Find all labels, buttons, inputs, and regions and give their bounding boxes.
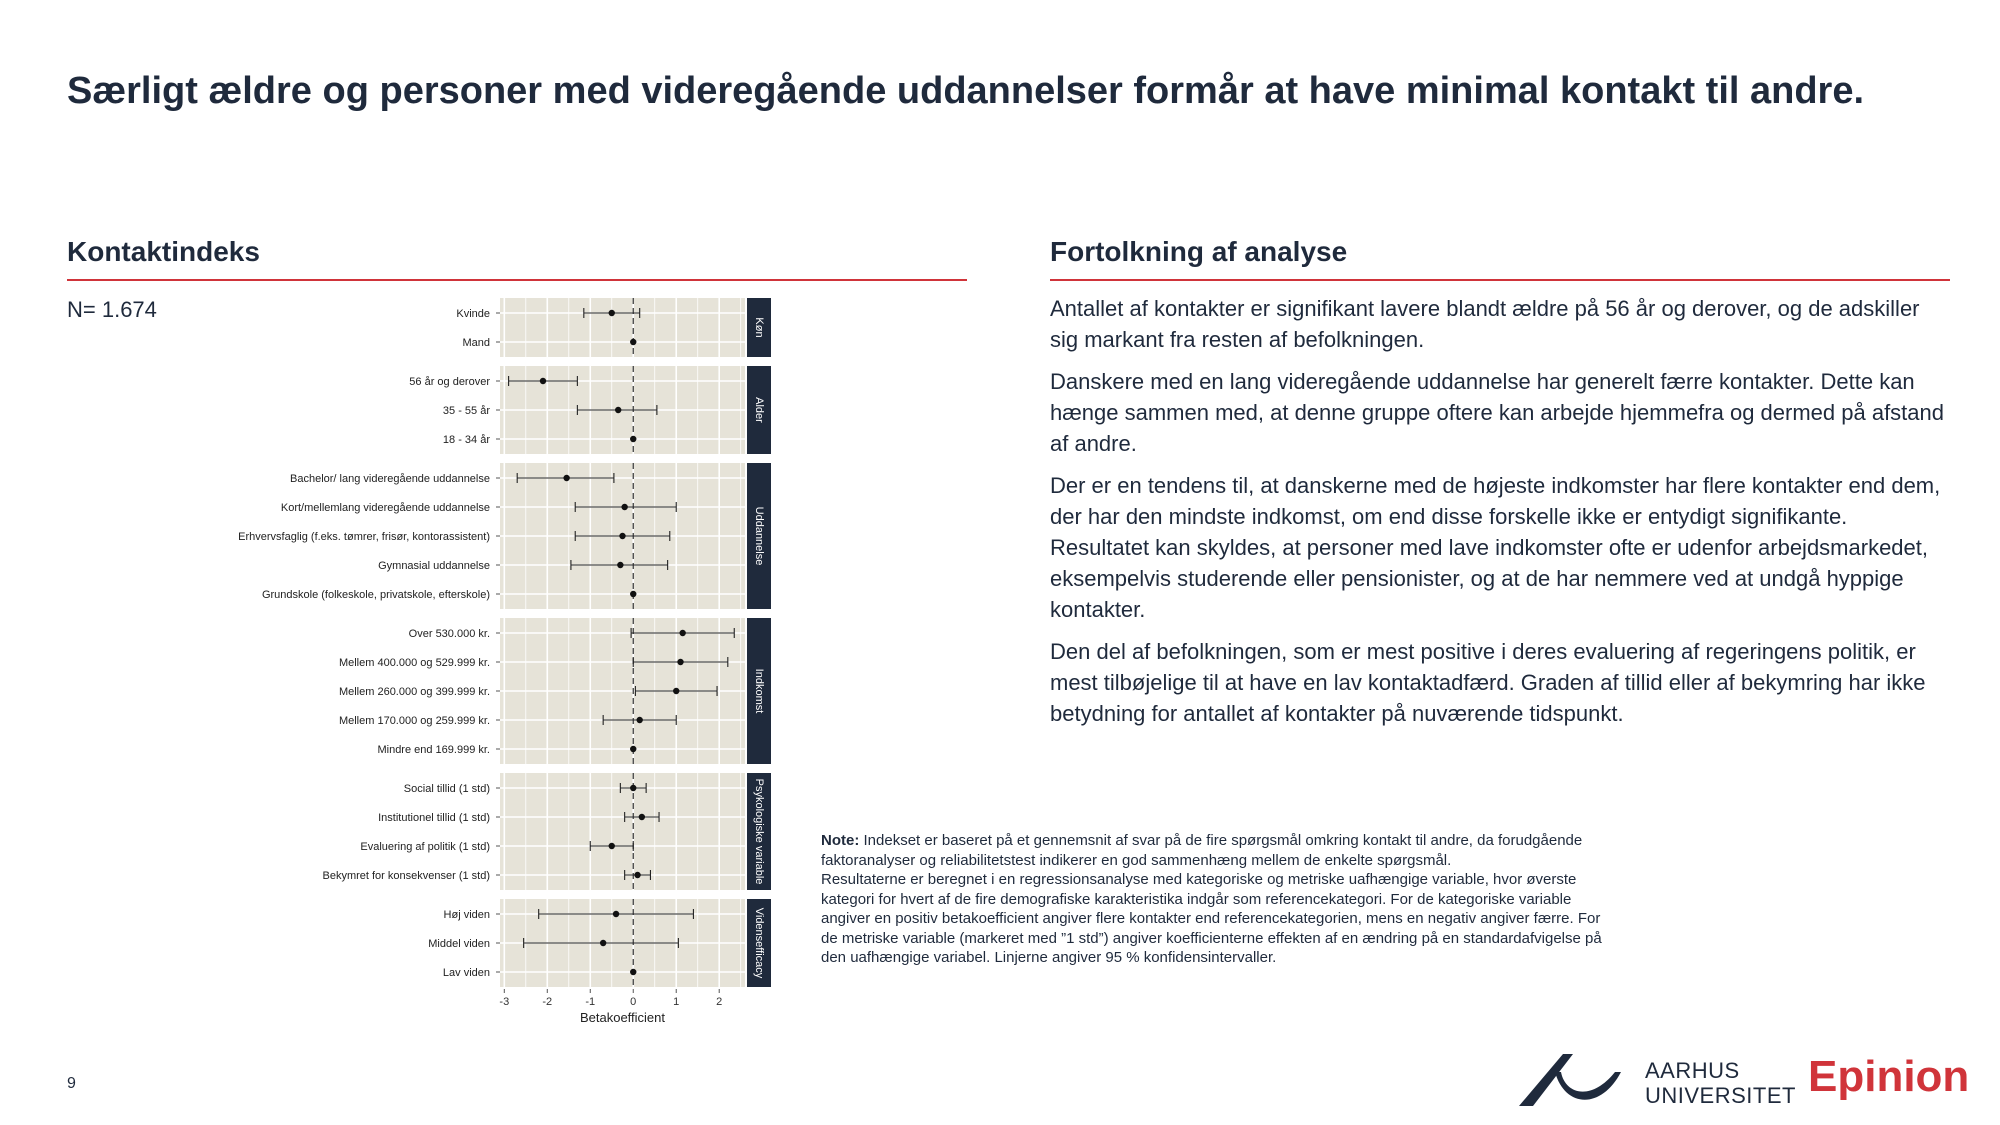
right-section-heading: Fortolkning af analyse bbox=[1050, 236, 1348, 267]
row-label: Social tillid (1 std) bbox=[404, 783, 490, 795]
wordmark-line: AARHUS bbox=[1645, 1058, 1740, 1083]
point-estimate bbox=[630, 784, 637, 792]
point-estimate bbox=[608, 842, 615, 850]
point-estimate bbox=[673, 687, 680, 695]
footnote-text: Indekset er baseret på et gennemsnit af … bbox=[821, 832, 1583, 869]
row-label: Evaluering af politik (1 std) bbox=[360, 841, 490, 853]
row-label: Middel viden bbox=[428, 938, 490, 950]
point-estimate bbox=[630, 745, 637, 753]
page-number: 9 bbox=[67, 1075, 76, 1092]
interpretation-paragraph: Den del af befolkningen, som er mest pos… bbox=[1050, 639, 1926, 726]
panel-background bbox=[500, 298, 745, 357]
facet-label: Alder bbox=[753, 397, 765, 423]
footnote: Note: Indekset er baseret på et gennemsn… bbox=[821, 831, 1621, 968]
forest-plot-chart: Kvinde Mand Køn 56 år og derover 35 - 55 år 1… bbox=[238, 298, 771, 1025]
x-tick-label: 1 bbox=[673, 996, 679, 1008]
row-label: 35 - 55 år bbox=[443, 405, 490, 417]
point-estimate bbox=[612, 910, 620, 918]
row-label: Kvinde bbox=[456, 308, 490, 320]
row-label: Mellem 400.000 og 529.999 kr. bbox=[339, 657, 490, 669]
aarhus-university-logo-icon bbox=[1519, 1054, 1621, 1106]
left-section-rule bbox=[67, 279, 967, 281]
row-label: Gymnasial uddannelse bbox=[378, 560, 490, 572]
x-tick-label: -2 bbox=[542, 996, 552, 1008]
row-label: Mellem 170.000 og 259.999 kr. bbox=[339, 715, 490, 727]
facet-label: Psykologiske variable bbox=[753, 779, 765, 885]
interpretation-paragraph: Danskere med en lang videregående uddann… bbox=[1050, 369, 1944, 456]
point-estimate bbox=[617, 561, 624, 569]
page-title: Særligt ældre og personer med videregåen… bbox=[67, 70, 1865, 112]
row-label: Bekymret for konsekvenser (1 std) bbox=[322, 870, 490, 882]
facet-strip bbox=[747, 463, 771, 609]
x-tick-label: 0 bbox=[630, 996, 636, 1008]
row-label: Institutionel tillid (1 std) bbox=[378, 812, 490, 824]
right-section-rule bbox=[1050, 279, 1950, 281]
aarhus-university-wordmark: AARHUS UNIVERSITET bbox=[1645, 1058, 1796, 1108]
point-estimate bbox=[638, 813, 646, 821]
point-estimate bbox=[636, 716, 643, 724]
point-estimate bbox=[634, 871, 641, 879]
row-label: Kort/mellemlang videregående uddannelse bbox=[281, 502, 490, 514]
footnote-line: Note: Indekset er baseret på et gennemsn… bbox=[821, 831, 1621, 870]
point-estimate bbox=[599, 939, 607, 947]
point-estimate bbox=[630, 968, 637, 976]
interpretation-paragraph: Antallet af kontakter er signifikant lav… bbox=[1050, 296, 1920, 352]
facet-strip bbox=[747, 298, 771, 357]
facet-strip bbox=[747, 899, 771, 987]
row-label: Bachelor/ lang videregående uddannelse bbox=[290, 473, 490, 485]
row-label: Lav viden bbox=[443, 967, 490, 979]
row-label: Mand bbox=[462, 337, 490, 349]
x-tick-label: 2 bbox=[716, 996, 722, 1008]
point-estimate bbox=[615, 406, 622, 414]
point-estimate bbox=[563, 474, 570, 482]
point-estimate bbox=[679, 629, 686, 637]
facet-label: Køn bbox=[753, 317, 765, 337]
x-tick-label: -1 bbox=[585, 996, 595, 1008]
row-label: Mindre end 169.999 kr. bbox=[377, 744, 490, 756]
footnote-label: Note: bbox=[821, 832, 860, 849]
row-label: 18 - 34 år bbox=[443, 434, 490, 446]
point-estimate bbox=[621, 503, 628, 511]
point-estimate bbox=[539, 377, 547, 385]
left-section-heading: Kontaktindeks bbox=[67, 236, 260, 267]
row-label: 56 år og derover bbox=[409, 376, 490, 388]
row-label: Erhvervsfaglig (f.eks. tømrer, frisør, k… bbox=[238, 531, 490, 543]
point-estimate bbox=[630, 590, 637, 598]
interpretation-paragraph: Der er en tendens til, at danskerne med … bbox=[1050, 473, 1941, 622]
x-tick-label: -3 bbox=[499, 996, 509, 1008]
interpretation-text: Antallet af kontakter er signifikant lav… bbox=[1050, 293, 1950, 740]
row-label: Over 530.000 kr. bbox=[409, 628, 490, 640]
row-label: Høj viden bbox=[444, 909, 490, 921]
facet-strip bbox=[747, 366, 771, 454]
footnote-line: Resultaterne er beregnet i en regression… bbox=[821, 871, 1602, 966]
point-estimate bbox=[630, 435, 637, 443]
sample-size-label: N= 1.674 bbox=[67, 297, 157, 322]
point-estimate bbox=[677, 658, 684, 666]
row-label: Mellem 260.000 og 399.999 kr. bbox=[339, 686, 490, 698]
facet-label: Vidensefficacy bbox=[753, 908, 765, 979]
point-estimate bbox=[619, 532, 626, 540]
panel-background bbox=[500, 773, 745, 890]
facet-label: Uddannelse bbox=[753, 507, 765, 566]
facet-label: Indkomst bbox=[753, 669, 765, 714]
facet-strip bbox=[747, 773, 771, 890]
epinion-logo: Epinion bbox=[1808, 1052, 1970, 1101]
wordmark-line: UNIVERSITET bbox=[1645, 1083, 1796, 1108]
point-estimate bbox=[608, 309, 615, 317]
row-label: Grundskole (folkeskole, privatskole, eft… bbox=[262, 589, 490, 601]
facet-strip bbox=[747, 618, 771, 764]
x-axis-label: Betakoefficient bbox=[580, 1010, 665, 1025]
point-estimate bbox=[630, 338, 637, 346]
